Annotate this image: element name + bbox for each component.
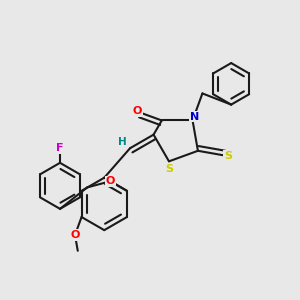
Text: O: O: [106, 176, 115, 186]
Text: N: N: [190, 112, 199, 122]
Text: O: O: [133, 106, 142, 116]
Text: F: F: [56, 143, 64, 154]
Text: H: H: [118, 137, 126, 148]
Text: O: O: [70, 230, 80, 240]
Text: S: S: [165, 164, 173, 174]
Text: S: S: [224, 151, 232, 160]
